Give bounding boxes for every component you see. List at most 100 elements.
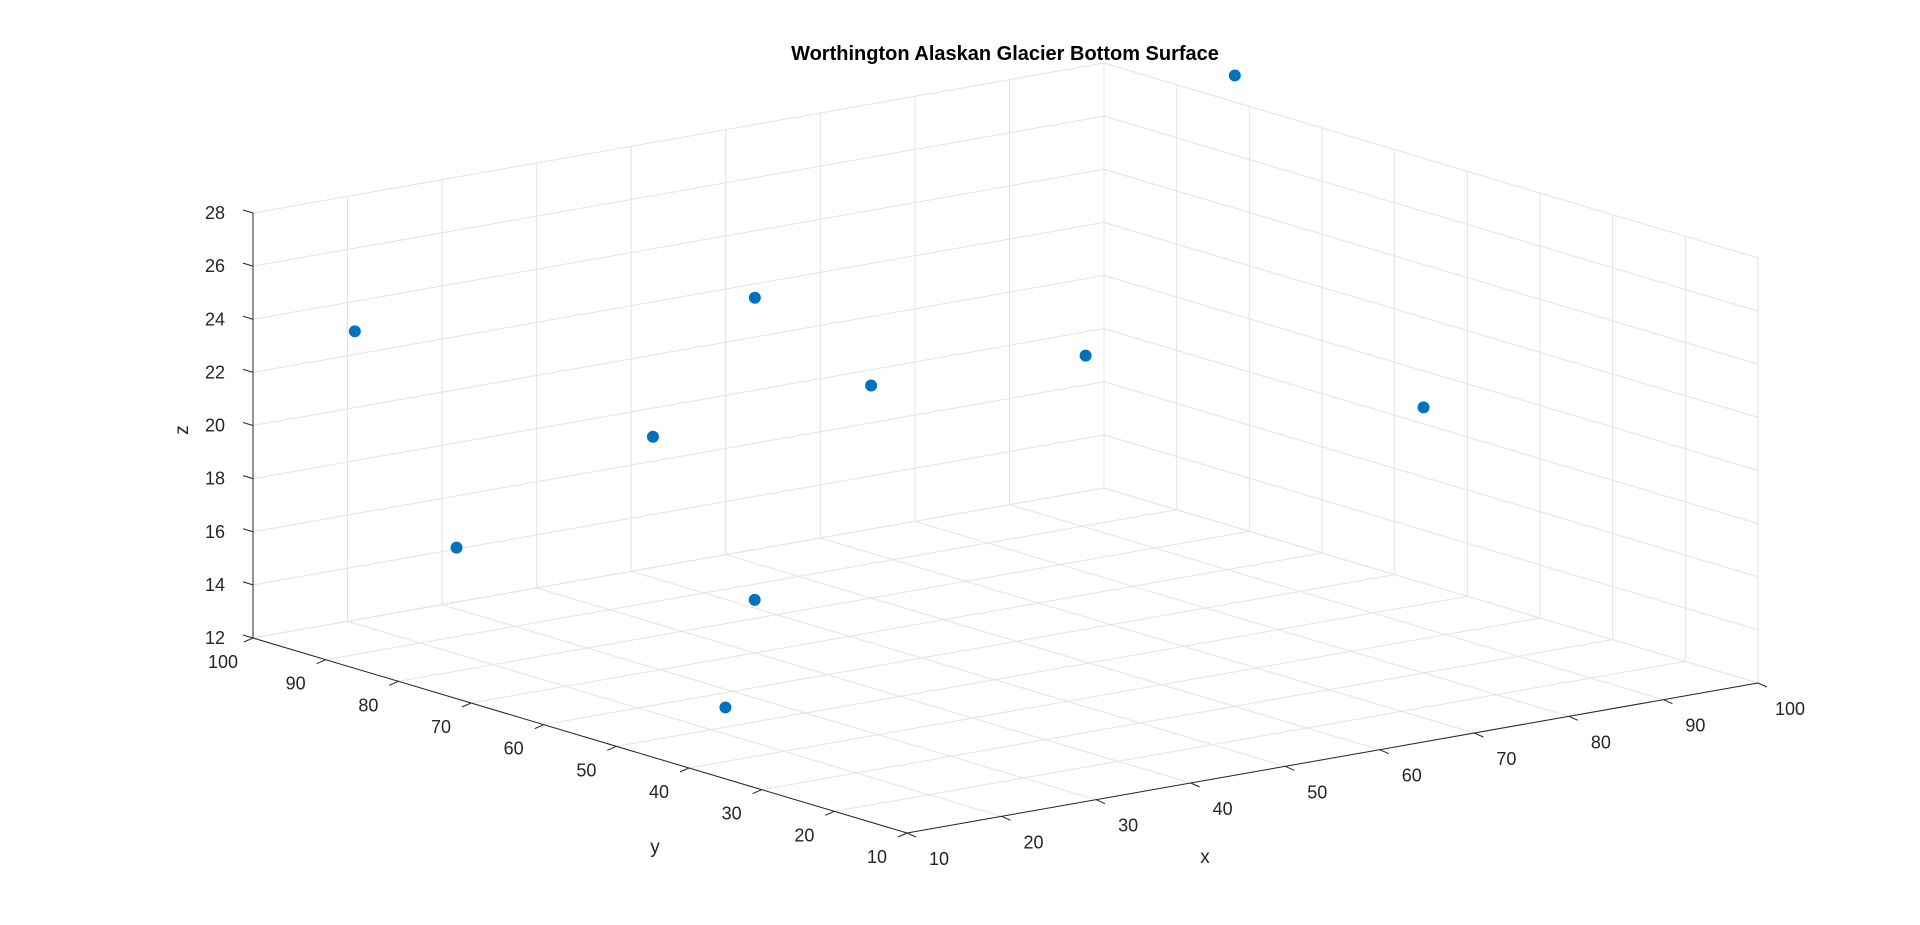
side-wall-gridline-z bbox=[1103, 328, 1759, 525]
data-point bbox=[348, 325, 361, 338]
z-tick-label: 28 bbox=[205, 203, 225, 223]
x-tick bbox=[1663, 699, 1673, 705]
side-wall-gridline-z bbox=[1103, 221, 1759, 418]
floor-gridline-x bbox=[347, 620, 1002, 817]
y-tick bbox=[825, 810, 835, 816]
data-point bbox=[865, 379, 878, 392]
z-tick-label: 14 bbox=[205, 575, 225, 595]
gridlines bbox=[252, 62, 1759, 834]
side-wall-gridline-z bbox=[1103, 62, 1759, 259]
data-point bbox=[1417, 401, 1430, 414]
floor-gridline-x bbox=[536, 587, 1191, 784]
y-tick bbox=[897, 832, 908, 838]
z-tick-label: 12 bbox=[205, 628, 225, 648]
x-tick bbox=[1095, 799, 1106, 805]
x-tick bbox=[1001, 815, 1011, 821]
z-tick bbox=[242, 528, 254, 533]
y-tick bbox=[389, 680, 399, 686]
z-tick bbox=[242, 315, 254, 320]
chart-title: Worthington Alaskan Glacier Bottom Surfa… bbox=[791, 43, 1219, 65]
floor-gridline-y bbox=[543, 574, 1395, 726]
side-wall-gridline-z bbox=[1103, 115, 1759, 312]
z-tick bbox=[242, 581, 254, 586]
data-point bbox=[646, 430, 659, 443]
tick-labels: 10 20 30 40 50 60 70 80 90 100 10 20 30 40 50 60 70 80 90 1… bbox=[205, 203, 1805, 869]
back-wall-gridline-z bbox=[252, 168, 1105, 320]
y-tick-label: 60 bbox=[504, 739, 524, 759]
y-tick-label: 10 bbox=[867, 847, 887, 867]
side-wall-gridline-z bbox=[1103, 434, 1759, 631]
z-tick-label: 18 bbox=[205, 469, 225, 489]
x-tick-label: 30 bbox=[1118, 816, 1138, 836]
y-tick bbox=[316, 659, 326, 665]
z-tick bbox=[242, 368, 254, 373]
back-wall-gridline-z bbox=[252, 434, 1105, 586]
floor-gridline-y bbox=[470, 552, 1323, 704]
y-tick-label: 50 bbox=[576, 760, 596, 780]
side-wall-gridline-z bbox=[1103, 487, 1759, 684]
z-tick bbox=[242, 209, 254, 214]
y-tick-label: 90 bbox=[286, 674, 306, 694]
back-wall-gridline-z bbox=[252, 487, 1105, 639]
z-tick-label: 16 bbox=[205, 522, 225, 542]
back-wall-gridline-z bbox=[252, 328, 1105, 480]
floor-gridline-y bbox=[761, 639, 1613, 791]
y-tick-label: 20 bbox=[794, 825, 814, 845]
z-tick bbox=[242, 475, 254, 480]
x-tick bbox=[1285, 765, 1295, 771]
x-tick-label: 70 bbox=[1496, 749, 1516, 769]
z-tick bbox=[242, 422, 254, 426]
y-tick bbox=[679, 767, 690, 773]
x-tick bbox=[906, 832, 917, 838]
x-tick bbox=[1757, 682, 1768, 688]
y-tick bbox=[534, 724, 544, 730]
side-wall-gridline-z bbox=[1103, 275, 1759, 471]
y-tick bbox=[752, 789, 762, 795]
data-point bbox=[748, 593, 761, 606]
side-wall-gridline-z bbox=[1103, 381, 1759, 578]
floor-gridline-x bbox=[631, 570, 1286, 767]
floor-gridline-y bbox=[398, 530, 1250, 682]
z-tick-label: 20 bbox=[205, 416, 225, 436]
x-tick-label: 90 bbox=[1685, 716, 1705, 736]
back-wall-gridline-z bbox=[252, 221, 1105, 373]
floor-gridline-x bbox=[820, 537, 1475, 734]
z-tick-label: 24 bbox=[205, 309, 225, 329]
y-tick-label: 100 bbox=[208, 652, 238, 672]
x-tick bbox=[1190, 782, 1200, 788]
floor-gridline-y bbox=[834, 660, 1686, 812]
x-tick-label: 60 bbox=[1402, 766, 1422, 786]
y-tick-label: 40 bbox=[649, 782, 669, 802]
z-tick bbox=[242, 634, 254, 639]
floor-gridline-y bbox=[688, 617, 1541, 769]
floor-gridline-x bbox=[1009, 504, 1664, 701]
x-tick-label: 80 bbox=[1591, 732, 1611, 752]
y-tick bbox=[461, 702, 472, 708]
data-point bbox=[719, 701, 732, 714]
axes bbox=[242, 209, 1768, 838]
back-wall-gridline-z bbox=[252, 381, 1105, 533]
data-point bbox=[450, 541, 463, 554]
side-wall-gridline-z bbox=[1103, 168, 1759, 365]
data-point bbox=[1079, 349, 1092, 362]
floor-gridline-y bbox=[616, 595, 1468, 747]
x-tick-label: 100 bbox=[1775, 699, 1805, 719]
floor-gridline-x bbox=[441, 604, 1097, 801]
x-tick-label: 50 bbox=[1307, 782, 1327, 802]
data-point bbox=[748, 291, 761, 304]
x-tick-label: 10 bbox=[929, 849, 949, 869]
data-points bbox=[348, 69, 1430, 714]
x-tick bbox=[1568, 715, 1579, 721]
x-tick bbox=[1474, 732, 1484, 738]
floor-gridline-x bbox=[725, 554, 1380, 751]
z-tick-label: 26 bbox=[205, 256, 225, 276]
z-tick-label: 22 bbox=[205, 362, 225, 382]
x-tick-label: 20 bbox=[1024, 832, 1044, 852]
z-tick bbox=[242, 262, 254, 267]
data-point bbox=[1228, 69, 1241, 82]
y-axis-line bbox=[252, 637, 908, 834]
floor-gridline-x bbox=[914, 520, 1570, 717]
floor-gridline-y bbox=[325, 509, 1177, 661]
